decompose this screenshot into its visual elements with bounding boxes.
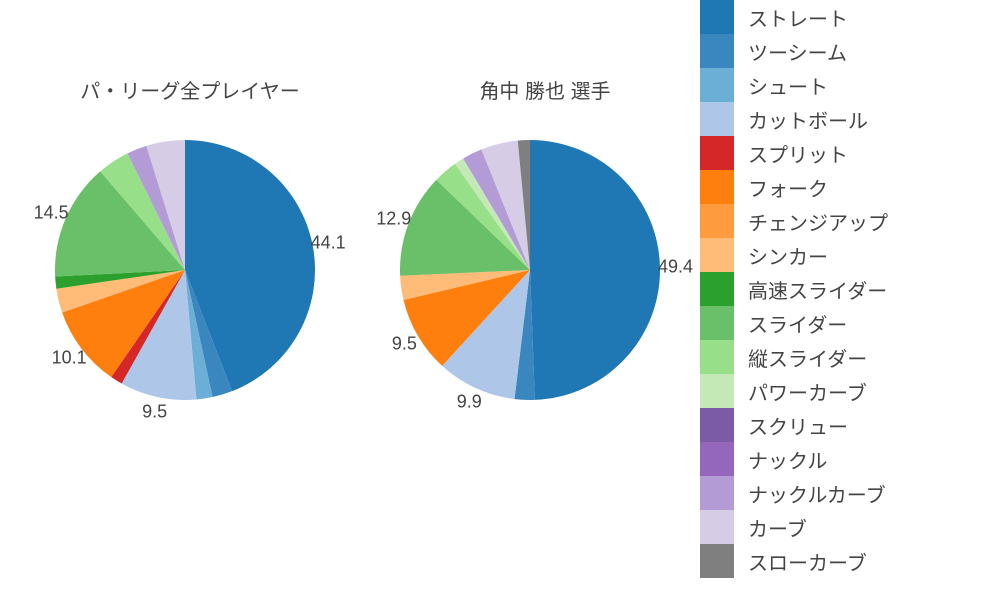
legend-swatch bbox=[700, 306, 734, 340]
pie1 bbox=[55, 140, 315, 400]
legend-label: 縦スライダー bbox=[748, 343, 867, 372]
legend-item: シンカー bbox=[700, 238, 990, 272]
legend-label: チェンジアップ bbox=[748, 207, 888, 236]
legend-label: ストレート bbox=[748, 3, 848, 32]
legend-item: スクリュー bbox=[700, 408, 990, 442]
legend-swatch bbox=[700, 374, 734, 408]
legend-label: パワーカーブ bbox=[748, 377, 867, 406]
legend-item: ナックルカーブ bbox=[700, 476, 990, 510]
pie-slice-label: 14.5 bbox=[34, 202, 69, 223]
legend-swatch bbox=[700, 544, 734, 578]
legend-label: シュート bbox=[748, 71, 828, 100]
legend-item: スローカーブ bbox=[700, 544, 990, 578]
legend-swatch bbox=[700, 238, 734, 272]
legend-swatch bbox=[700, 340, 734, 374]
legend-item: カットボール bbox=[700, 102, 990, 136]
pie1-title: パ・リーグ全プレイヤー bbox=[40, 75, 340, 104]
legend-swatch bbox=[700, 510, 734, 544]
legend-item: ストレート bbox=[700, 0, 990, 34]
pie-slice bbox=[530, 140, 660, 400]
pie-slice-label: 44.1 bbox=[311, 233, 346, 254]
legend: ストレートツーシームシュートカットボールスプリットフォークチェンジアップシンカー… bbox=[700, 0, 990, 578]
pie-slice-label: 9.5 bbox=[392, 333, 417, 354]
legend-item: スライダー bbox=[700, 306, 990, 340]
legend-swatch bbox=[700, 68, 734, 102]
legend-swatch bbox=[700, 272, 734, 306]
legend-item: 高速スライダー bbox=[700, 272, 990, 306]
legend-item: パワーカーブ bbox=[700, 374, 990, 408]
legend-item: フォーク bbox=[700, 170, 990, 204]
legend-swatch bbox=[700, 408, 734, 442]
legend-label: カットボール bbox=[748, 105, 868, 134]
legend-swatch bbox=[700, 204, 734, 238]
legend-item: 縦スライダー bbox=[700, 340, 990, 374]
pie2-title: 角中 勝也 選手 bbox=[395, 75, 695, 104]
legend-label: カーブ bbox=[748, 513, 807, 542]
legend-label: 高速スライダー bbox=[748, 275, 887, 304]
legend-item: ナックル bbox=[700, 442, 990, 476]
pie2 bbox=[400, 140, 660, 400]
legend-label: ナックルカーブ bbox=[748, 479, 886, 508]
legend-label: ナックル bbox=[748, 445, 827, 474]
legend-swatch bbox=[700, 442, 734, 476]
legend-label: スライダー bbox=[748, 309, 847, 338]
pie-slice-label: 9.9 bbox=[457, 392, 482, 413]
legend-label: ツーシーム bbox=[748, 37, 847, 66]
legend-label: フォーク bbox=[748, 173, 828, 202]
chart-container: { "background_color": "#ffffff", "text_c… bbox=[0, 0, 1000, 600]
legend-swatch bbox=[700, 0, 734, 34]
legend-swatch bbox=[700, 170, 734, 204]
pie-slice-label: 9.5 bbox=[142, 402, 167, 423]
legend-item: ツーシーム bbox=[700, 34, 990, 68]
legend-label: スクリュー bbox=[748, 411, 848, 440]
legend-swatch bbox=[700, 476, 734, 510]
pie-slice-label: 49.4 bbox=[658, 257, 693, 278]
legend-label: スプリット bbox=[748, 139, 848, 168]
legend-swatch bbox=[700, 34, 734, 68]
pie-slice-label: 10.1 bbox=[52, 348, 87, 369]
legend-item: シュート bbox=[700, 68, 990, 102]
legend-swatch bbox=[700, 136, 734, 170]
legend-label: シンカー bbox=[748, 241, 828, 270]
legend-item: チェンジアップ bbox=[700, 204, 990, 238]
legend-item: スプリット bbox=[700, 136, 990, 170]
legend-label: スローカーブ bbox=[748, 547, 867, 576]
legend-item: カーブ bbox=[700, 510, 990, 544]
legend-swatch bbox=[700, 102, 734, 136]
pie-slice-label: 12.9 bbox=[376, 208, 411, 229]
